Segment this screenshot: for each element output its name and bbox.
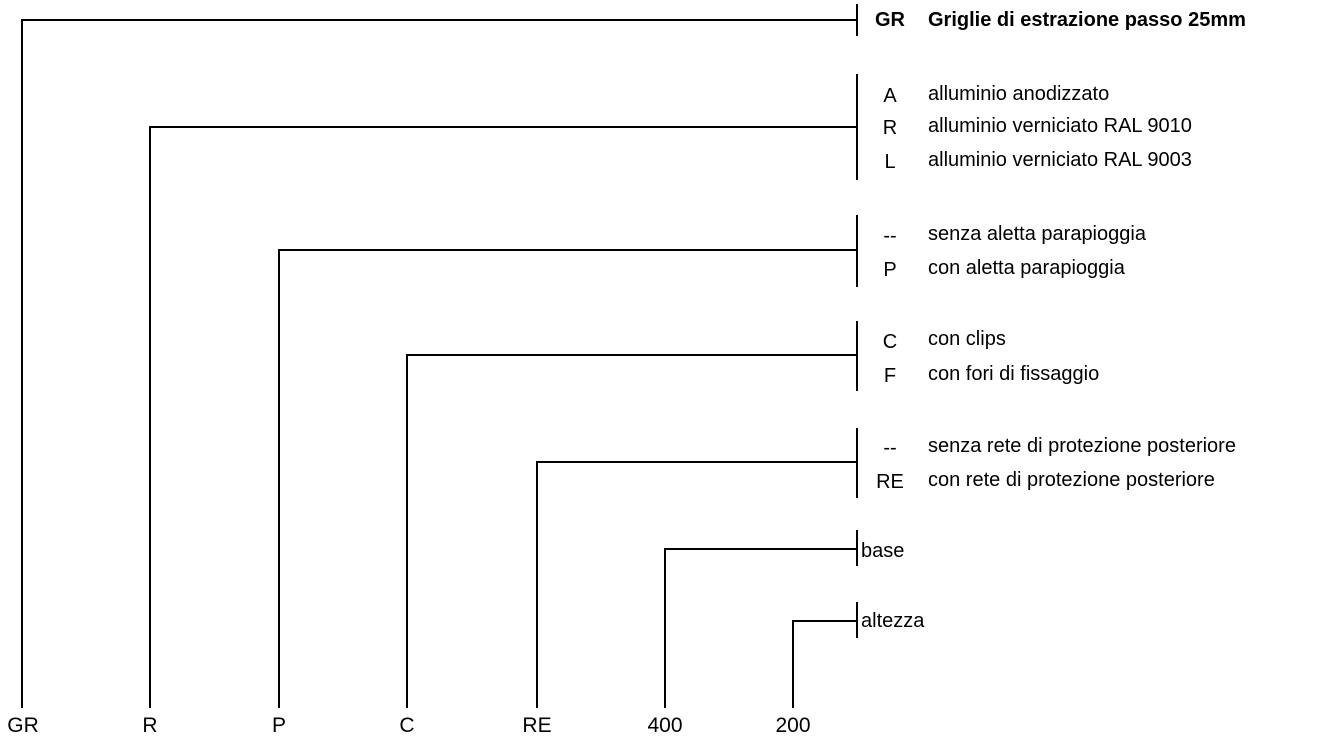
option-code: GR xyxy=(875,9,905,31)
option-code: C xyxy=(882,331,898,353)
option-code: F xyxy=(883,365,897,387)
code-part-net: RE xyxy=(522,714,552,737)
code-part-material: R xyxy=(142,714,158,737)
option-description: con fori di fissaggio xyxy=(928,363,1100,385)
option-description: senza rete di protezione posteriore xyxy=(928,435,1236,457)
connector-vertical-rain-fin xyxy=(278,249,280,708)
bracket-material xyxy=(856,74,858,180)
option-description: alluminio anodizzato xyxy=(928,83,1110,105)
option-code: A xyxy=(883,85,897,107)
option-description: alluminio verniciato RAL 9010 xyxy=(928,115,1192,137)
option-description: senza aletta parapioggia xyxy=(928,223,1146,245)
bracket-net xyxy=(856,428,858,498)
option-code: -- xyxy=(883,437,897,459)
connector-horizontal-gr xyxy=(21,19,858,21)
option-code: L xyxy=(884,151,896,173)
code-part-fixing: C xyxy=(399,714,415,737)
bracket-fixing xyxy=(856,321,858,391)
code-part-height: 200 xyxy=(775,714,811,737)
code-part-base: 400 xyxy=(647,714,683,737)
option-description: Griglie di estrazione passo 25mm xyxy=(928,9,1246,31)
option-code: P xyxy=(883,259,897,281)
connector-horizontal-fixing xyxy=(406,354,858,356)
connector-vertical-net xyxy=(536,461,538,708)
connector-horizontal-height xyxy=(792,620,858,622)
connector-horizontal-net xyxy=(536,461,858,463)
code-part-rain-fin: P xyxy=(271,714,286,737)
bracket-rain-fin xyxy=(856,215,858,287)
option-description: alluminio verniciato RAL 9003 xyxy=(928,149,1192,171)
connector-vertical-material xyxy=(149,126,151,708)
connector-horizontal-material xyxy=(149,126,858,128)
connector-vertical-height xyxy=(792,620,794,708)
option-code: -- xyxy=(883,225,897,247)
bracket-height xyxy=(856,602,858,638)
bracket-base xyxy=(856,530,858,566)
option-description: con clips xyxy=(928,328,1006,350)
connector-vertical-fixing xyxy=(406,354,408,708)
bracket-gr xyxy=(856,4,858,36)
option-code: RE xyxy=(876,471,904,493)
connector-vertical-gr xyxy=(21,19,23,708)
dimension-label-height: altezza xyxy=(861,610,925,632)
dimension-label-base: base xyxy=(861,540,905,562)
connector-horizontal-base xyxy=(664,548,858,550)
option-description: con rete di protezione posteriore xyxy=(928,469,1215,491)
code-part-family: GR xyxy=(7,714,39,737)
option-code: R xyxy=(882,117,898,139)
option-description: con aletta parapioggia xyxy=(928,257,1125,279)
connector-vertical-base xyxy=(664,548,666,708)
connector-horizontal-rain-fin xyxy=(278,249,858,251)
